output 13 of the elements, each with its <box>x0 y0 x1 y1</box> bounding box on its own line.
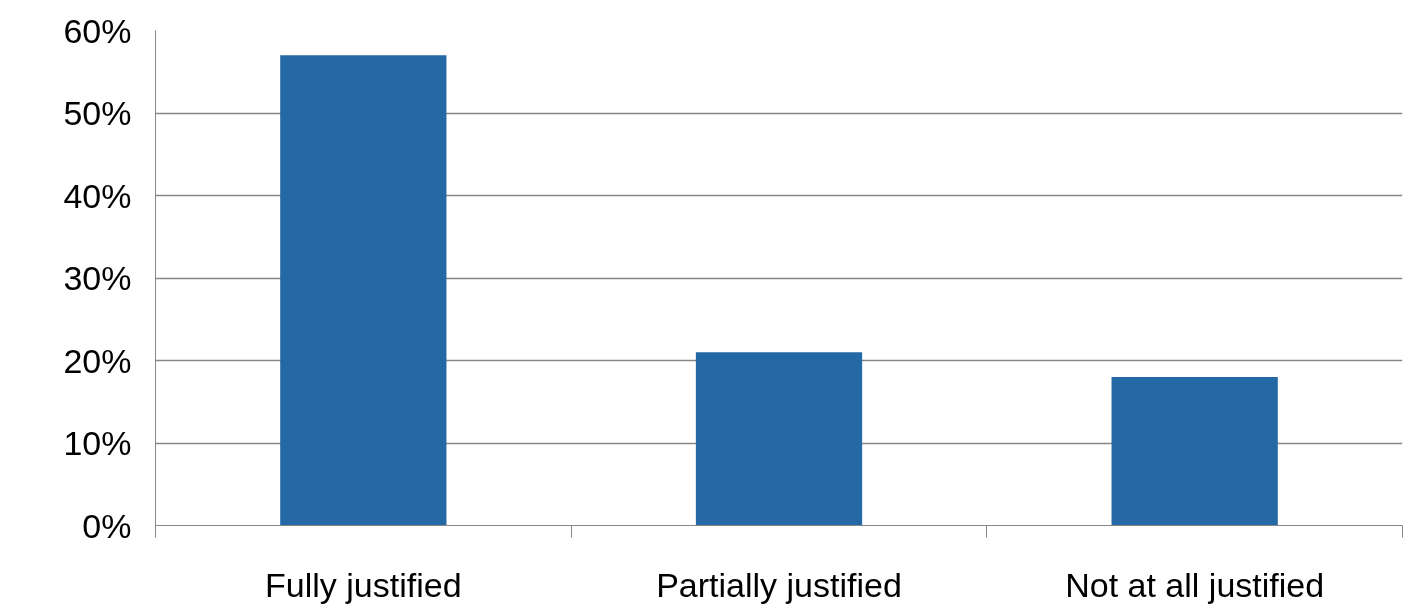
y-tick-label: 20% <box>63 341 132 380</box>
y-tick-label: 40% <box>63 176 132 215</box>
bar <box>1111 377 1278 526</box>
x-tick-label: Fully justified <box>265 565 462 604</box>
y-tick-label: 60% <box>63 11 132 50</box>
x-tick-label: Partially justified <box>656 565 902 604</box>
y-tick-label: 30% <box>63 259 132 297</box>
bar <box>280 55 447 526</box>
y-tick-label: 10% <box>63 424 132 462</box>
x-tick-label: Not at all justified <box>1065 565 1325 604</box>
y-tick-label: 50% <box>63 94 132 132</box>
y-tick-label: 0% <box>82 506 132 545</box>
bar <box>695 352 863 526</box>
